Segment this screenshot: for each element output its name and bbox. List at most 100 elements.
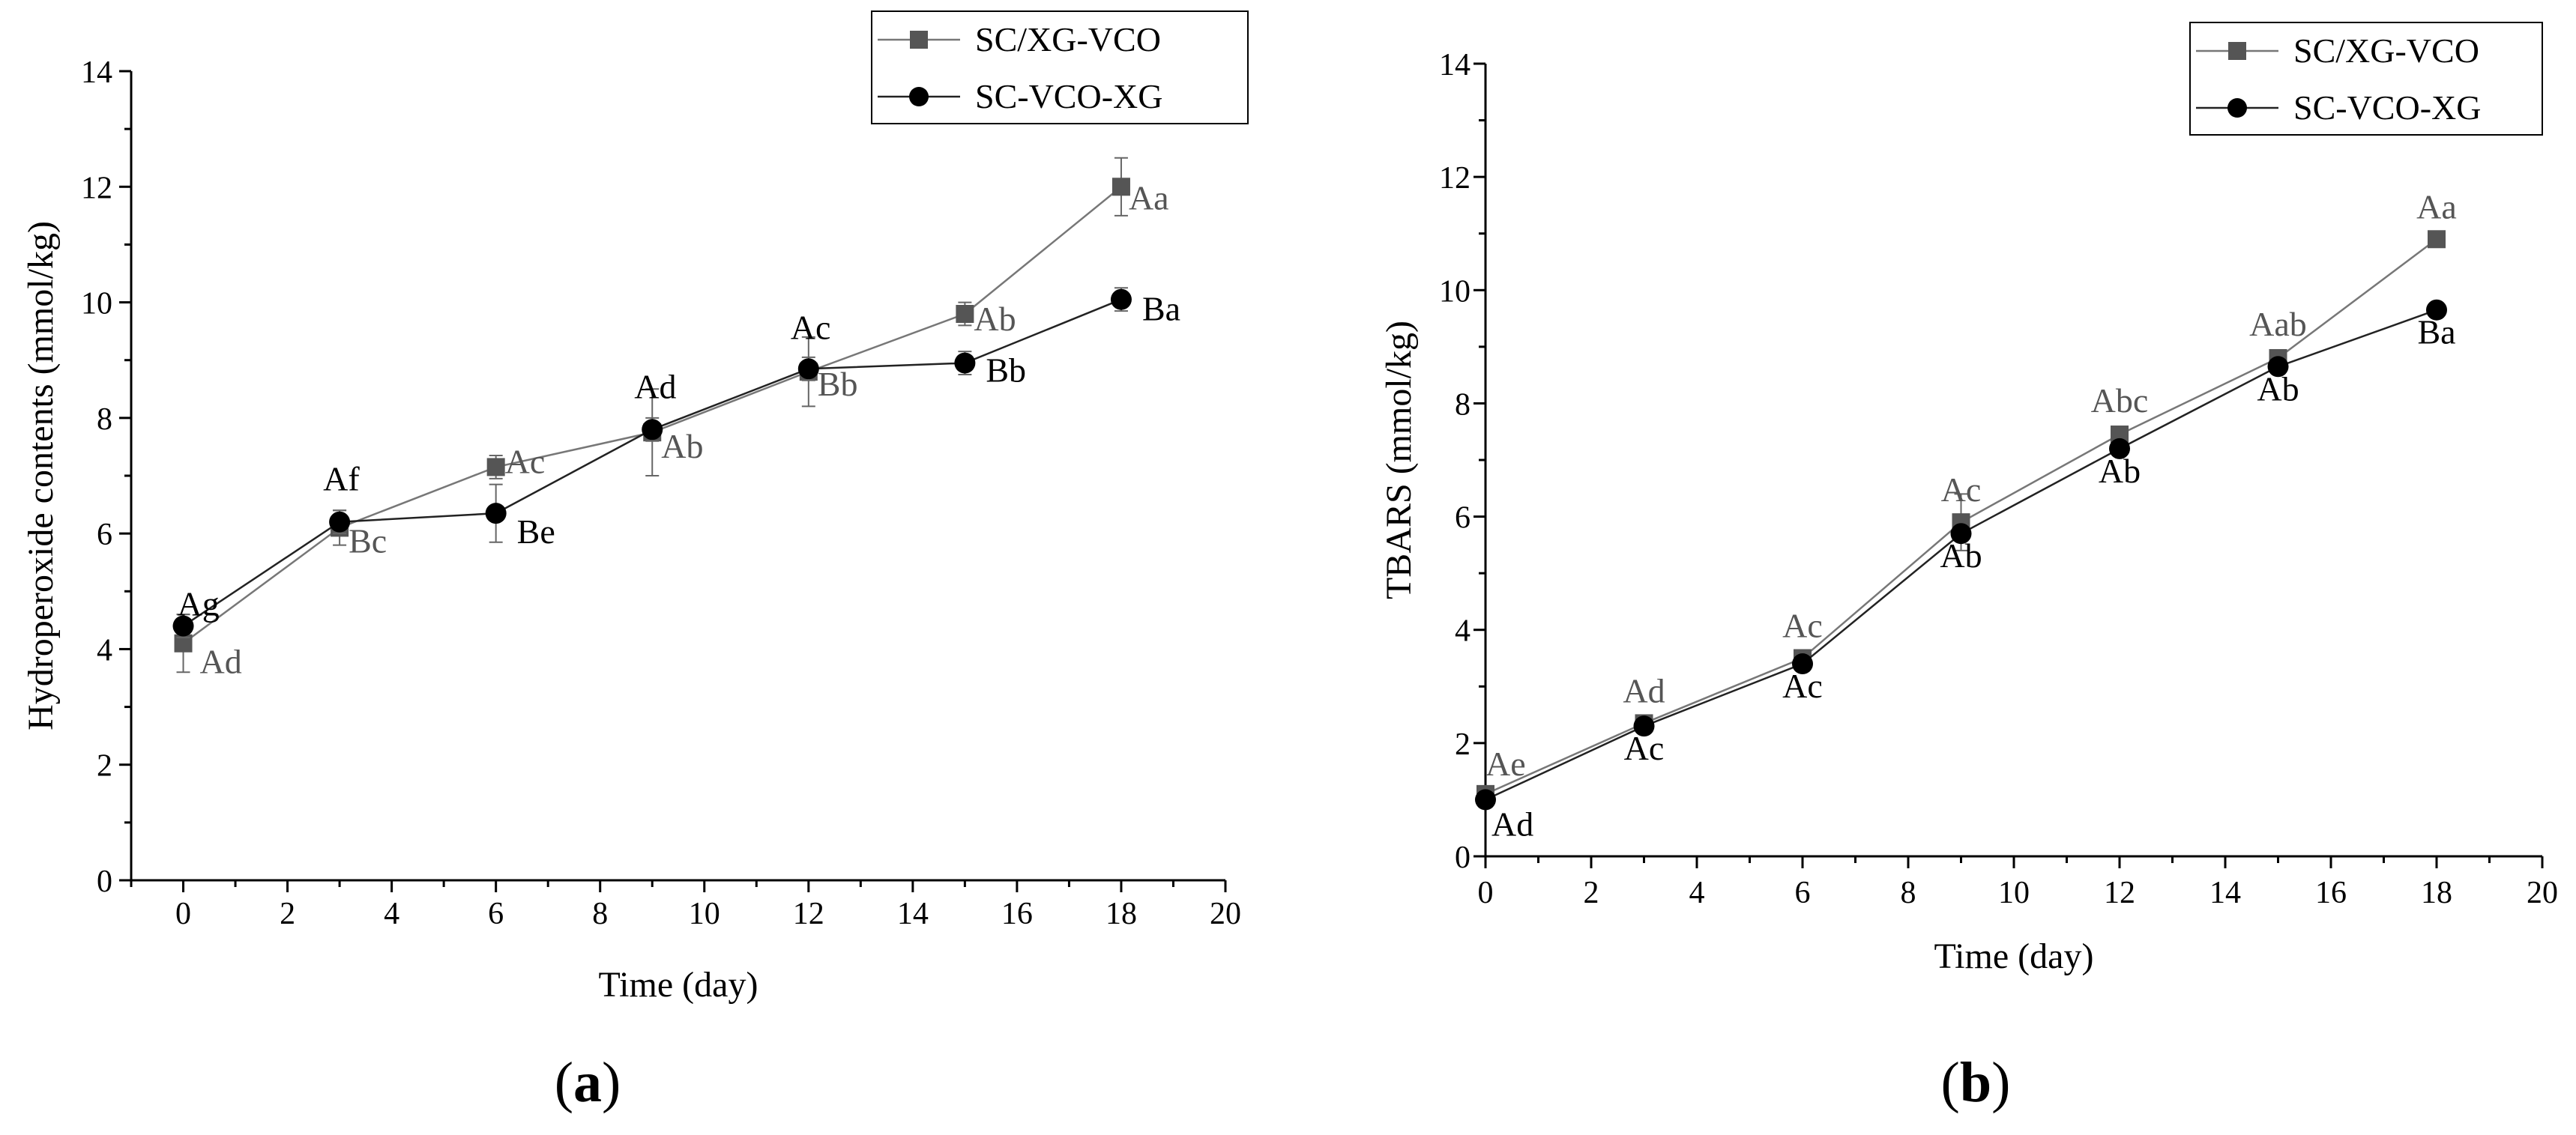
y-tick-label: 8: [97, 402, 112, 437]
data-label: Ac: [505, 442, 546, 480]
x-tick-label: 4: [384, 897, 399, 931]
legend-label: SC/XG-VCO: [2293, 31, 2479, 70]
y-tick-label: 6: [97, 518, 112, 552]
panel-label: (a): [555, 1051, 621, 1114]
data-label: Ad: [1491, 805, 1533, 843]
data-label: Aa: [1129, 178, 1169, 217]
y-tick-label: 2: [97, 749, 112, 784]
legend-marker-circle: [2227, 98, 2247, 118]
y-axis-label: Hydroperoxide contents (mmol/kg): [21, 221, 61, 730]
x-tick-label: 8: [592, 897, 608, 931]
y-tick-label: 12: [81, 171, 112, 205]
data-label: Ab: [661, 427, 703, 465]
y-tick-label: 8: [1455, 387, 1471, 422]
data-label: Bb: [986, 351, 1026, 390]
legend-marker-square: [2228, 42, 2246, 60]
data-point-circle: [1950, 523, 1972, 545]
data-label: Ag: [178, 585, 220, 623]
series-SC/XG-VCO: Ad Bc Ac Ab Bb Ab Aa: [174, 157, 1169, 681]
data-point-circle: [954, 352, 976, 374]
x-tick-label: 16: [2315, 876, 2347, 910]
x-tick-label: 0: [175, 897, 191, 931]
x-tick-label: 12: [2104, 876, 2135, 910]
y-tick-label: 2: [1455, 727, 1471, 762]
data-point-circle: [1792, 653, 1813, 675]
data-point-circle: [2267, 356, 2289, 378]
x-tick-label: 10: [689, 897, 720, 931]
data-label: Af: [323, 460, 360, 498]
x-tick-label: 2: [1584, 876, 1599, 910]
legend-marker-circle: [909, 87, 929, 106]
legend-label: SC-VCO-XG: [2293, 88, 2481, 127]
data-label: Aab: [2249, 305, 2307, 343]
data-point-circle: [2109, 438, 2130, 459]
x-tick-label: 16: [1001, 897, 1033, 931]
series-SC-VCO-XG: Ad Ac Ac Ab Ab Ab Ba: [1475, 299, 2456, 843]
y-axis-label: TBARS (mmol/kg): [1379, 321, 1419, 599]
data-label: Bb: [818, 365, 858, 403]
series-SC/XG-VCO: Ae Ad Ac Ac Abc Aab Aa: [1476, 187, 2457, 803]
legend-box: [871, 10, 1249, 124]
legend-label: SC/XG-VCO: [975, 20, 1161, 58]
y-tick-label: 4: [97, 633, 112, 668]
x-tick-label: 12: [793, 897, 824, 931]
data-label: Ac: [791, 308, 831, 346]
data-point-square: [1111, 178, 1130, 196]
x-tick-label: 4: [1689, 876, 1705, 910]
y-tick-label: 0: [1455, 841, 1471, 875]
legend-label: SC-VCO-XG: [975, 77, 1162, 115]
legend: SC/XG-VCO SC-VCO-XG: [2189, 22, 2543, 136]
x-tick-label: 2: [280, 897, 295, 931]
y-tick-label: 0: [97, 865, 112, 899]
x-tick-label: 6: [1795, 876, 1811, 910]
x-tick-label: 8: [1901, 876, 1916, 910]
y-tick-label: 10: [81, 287, 112, 321]
x-tick-label: 20: [1210, 897, 1241, 931]
data-label: Ac: [1782, 667, 1823, 705]
x-tick-label: 14: [897, 897, 929, 931]
y-tick-label: 6: [1455, 501, 1471, 536]
data-label: Ab: [974, 300, 1016, 338]
data-point-circle: [797, 358, 819, 380]
data-point-square: [956, 305, 974, 323]
data-label: Ab: [2257, 369, 2299, 408]
data-point-circle: [1110, 288, 1132, 310]
data-point-circle: [1633, 715, 1655, 737]
y-tick-label: 14: [1439, 48, 1471, 82]
data-label: Ac: [1941, 470, 1982, 509]
x-axis-label: Time (day): [599, 965, 758, 1005]
series-SC-VCO-XG: Ag Af Be Ad Ac Bb Ba: [172, 287, 1180, 638]
data-point-circle: [329, 511, 351, 533]
data-label: Bc: [349, 521, 387, 560]
data-label: Ba: [2417, 313, 2455, 351]
data-label: Ac: [1782, 607, 1823, 645]
data-point-square: [486, 458, 505, 476]
data-label: Aa: [2416, 187, 2457, 226]
data-point-circle: [2426, 299, 2447, 321]
y-tick-label: 14: [81, 55, 112, 90]
x-tick-label: 6: [488, 897, 504, 931]
data-label: Abc: [2091, 381, 2149, 420]
data-label: Ae: [1485, 745, 1526, 783]
legend-box: [2189, 22, 2543, 136]
y-tick-label: 12: [1439, 161, 1471, 196]
x-tick-label: 0: [1478, 876, 1494, 910]
data-point-circle: [172, 615, 194, 637]
data-label: Ab: [2099, 452, 2141, 490]
data-label: Ad: [200, 643, 242, 681]
data-label: Ba: [1142, 290, 1180, 328]
y-tick-label: 4: [1455, 614, 1471, 649]
x-tick-label: 10: [1998, 876, 2030, 910]
data-point-circle: [642, 419, 663, 441]
y-tick-label: 10: [1439, 274, 1471, 309]
chart-panel-b: 0 2 4 6 8 10 12 14 0 2 4 6 8 10 12 14 16 18 20 Time (day) TB…: [1379, 22, 2558, 1114]
x-tick-label: 20: [2527, 876, 2558, 910]
x-axis-label: Time (day): [1934, 936, 2094, 976]
data-point-circle: [1475, 789, 1496, 811]
x-tick-label: 18: [1105, 897, 1137, 931]
x-tick-label: 18: [2421, 876, 2452, 910]
data-label: Be: [517, 512, 555, 551]
legend: SC/XG-VCO SC-VCO-XG: [871, 10, 1249, 124]
